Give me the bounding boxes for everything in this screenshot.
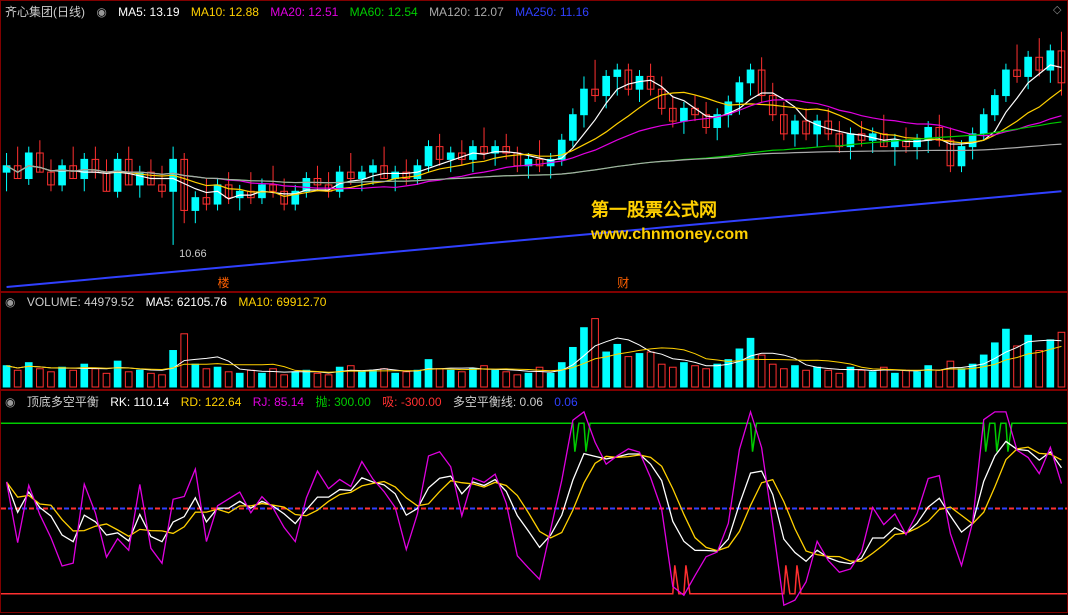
svg-text:财: 财 xyxy=(617,276,629,290)
indicator-header: ◉ 顶底多空平衡 RK: 110.14 RD: 122.64 RJ: 85.14… xyxy=(5,393,586,410)
dropdown-icon[interactable]: ◉ xyxy=(5,295,15,309)
ma120-label: MA120: 12.07 xyxy=(429,5,504,19)
svg-text:楼: 楼 xyxy=(218,275,230,290)
indicator-chart[interactable] xyxy=(1,391,1067,612)
vol-label: VOLUME: 44979.52 xyxy=(27,295,134,309)
watermark-title: 第一股票公式网 xyxy=(591,200,717,220)
watermark-url: www.chnmoney.com xyxy=(591,226,748,244)
ma250-label: MA250: 11.16 xyxy=(515,5,589,19)
ind-title: 顶底多空平衡 xyxy=(27,395,99,409)
vol-ma10-label: MA10: 69912.70 xyxy=(238,295,326,309)
dropdown-icon[interactable]: ◉ xyxy=(5,395,15,409)
volume-panel[interactable]: ◉ VOLUME: 44979.52 MA5: 62105.76 MA10: 6… xyxy=(0,292,1068,390)
throw-label: 抛: 300.00 xyxy=(315,395,370,409)
ma10-label: MA10: 12.88 xyxy=(191,5,259,19)
ma20-label: MA20: 12.51 xyxy=(270,5,338,19)
svg-text:◇: ◇ xyxy=(1053,4,1062,16)
balance-val: 0.06 xyxy=(554,395,577,409)
rj-label: RJ: 85.14 xyxy=(253,395,304,409)
svg-text:10.66: 10.66 xyxy=(179,248,207,260)
balance-label: 多空平衡线: 0.06 xyxy=(453,395,543,409)
rd-label: RD: 122.64 xyxy=(181,395,242,409)
stock-title: 齐心集团(日线) xyxy=(5,5,85,19)
main-header: 齐心集团(日线) ◉ MA5: 13.19 MA10: 12.88 MA20: … xyxy=(5,3,597,20)
main-chart-panel[interactable]: 齐心集团(日线) ◉ MA5: 13.19 MA10: 12.88 MA20: … xyxy=(0,0,1068,292)
absorb-label: 吸: -300.00 xyxy=(382,395,441,409)
candle-chart[interactable]: 13.5610.66楼财◇ xyxy=(1,1,1067,291)
indicator-panel[interactable]: ◉ 顶底多空平衡 RK: 110.14 RD: 122.64 RJ: 85.14… xyxy=(0,390,1068,613)
dropdown-icon[interactable]: ◉ xyxy=(96,5,106,19)
volume-header: ◉ VOLUME: 44979.52 MA5: 62105.76 MA10: 6… xyxy=(5,295,334,309)
rk-label: RK: 110.14 xyxy=(110,395,169,409)
ma60-label: MA60: 12.54 xyxy=(350,5,418,19)
ma5-label: MA5: 13.19 xyxy=(118,5,179,19)
watermark: 第一股票公式网 www.chnmoney.com xyxy=(591,196,748,244)
vol-ma5-label: MA5: 62105.76 xyxy=(146,295,227,309)
